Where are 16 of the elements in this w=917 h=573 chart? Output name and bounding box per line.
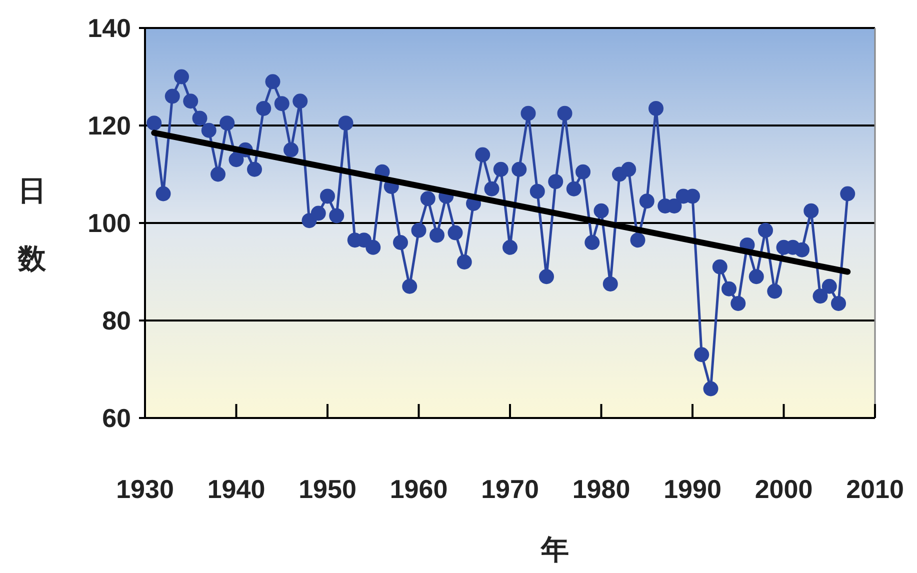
y-tick-label: 100 [88, 208, 131, 238]
x-tick-label: 2010 [846, 474, 904, 504]
x-tick-label: 1990 [664, 474, 722, 504]
x-tick-label: 1950 [298, 474, 356, 504]
y-tick-label: 120 [88, 110, 131, 140]
x-axis-title: 年 [540, 534, 569, 565]
x-tick-label: 1960 [390, 474, 448, 504]
y-tick-label: 80 [102, 306, 131, 336]
x-tick-label: 1930 [116, 474, 174, 504]
y-tick-label: 140 [88, 13, 131, 43]
x-tick-label: 2000 [754, 474, 813, 504]
y-tick-label: 60 [102, 403, 131, 433]
text: 日数 [18, 175, 46, 274]
x-tick-label: 1980 [572, 474, 630, 504]
x-tick-label: 1970 [481, 474, 539, 504]
x-tick-label: 1940 [207, 474, 266, 504]
